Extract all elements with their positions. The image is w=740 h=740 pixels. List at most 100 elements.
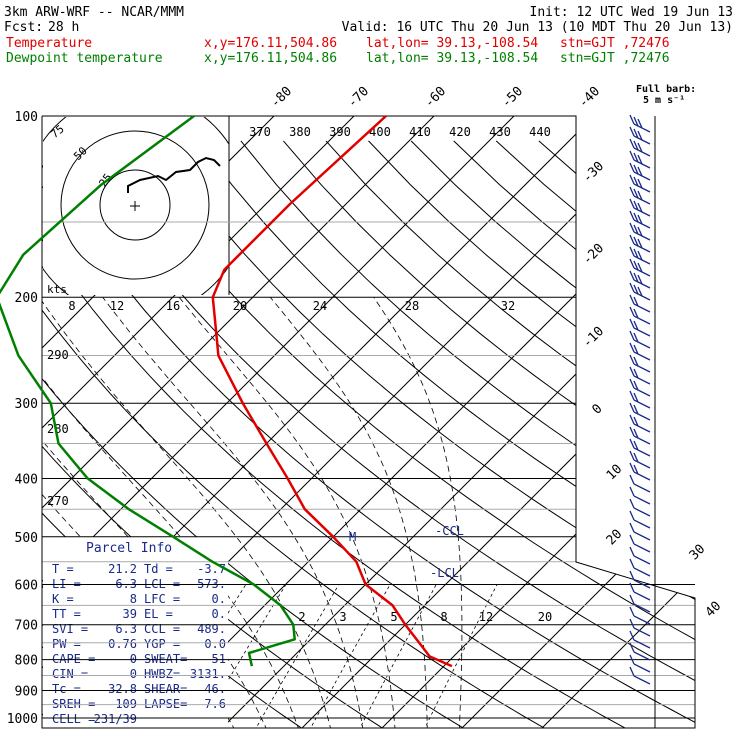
isotherm-right-label: -20 [580,241,607,268]
dew-latlon: lat,lon= 39.13,-108.54 [366,51,538,66]
parcel-info-cell: LFC = [144,592,180,606]
isotherm-line [218,116,695,728]
profile-annotation: -LCL [430,566,459,580]
wind-barb-flag [633,464,639,475]
moist-adiabat-line [269,296,428,728]
wind-barb-flag [629,366,635,377]
wind-barb-staff [633,363,651,373]
parcel-info-cell: 7.6 [204,697,226,711]
dry-adiabat-line [70,140,695,728]
dry-adiabat-line [42,140,631,728]
parcel-info-cell: 0. [212,592,226,606]
mixing-ratio-bottom-label: 8 [440,610,447,624]
wind-barb-flag [629,426,635,437]
valid-time: Valid: 16 UTC Thu 20 Jun 13 (10 MDT Thu … [342,20,733,35]
wind-barb-staff [633,639,651,649]
wind-barb-flag [637,130,643,141]
theta-e-label: 410 [409,125,431,139]
wind-barb-staff [633,603,651,613]
wind-barb-flag [633,140,639,151]
pressure-label: 900 [15,684,38,699]
diagram-frame [41,115,696,729]
parcel-info-cell: 231/39 [94,712,137,726]
parcel-info-cell: T = [52,562,74,576]
wind-barb-flag [629,486,635,497]
wind-barb-staff [633,663,651,673]
parcel-info-cell: EL = [144,607,173,621]
wind-barb-flag [629,462,635,473]
wind-barb-staff [633,327,651,337]
mixing-ratio-top-label: 20 [233,299,247,313]
parcel-info-cell: SWEAT= [144,652,187,666]
wind-barb-flag [629,510,635,521]
hodograph: 25 50 75 kts [43,116,230,296]
isotherm-top-label: -50 [499,84,526,111]
wind-barb-flag [633,380,639,391]
mixing-ratio-top-label: 28 [405,299,419,313]
wind-barb-flag [637,178,643,189]
temperature-profile [211,115,453,668]
barb-legend-line2: 5 m s⁻¹ [643,95,685,106]
wind-barb-flag [633,116,639,127]
dry-adiabat-label: 290 [47,348,69,362]
wind-barb-flag [629,258,635,269]
wind-barb-flag [633,188,639,199]
wind-barb-flag [629,546,635,557]
parcel-info-cell: 0.0 [204,637,226,651]
wind-barb-flag [633,176,639,187]
dry-adiabat-line [197,140,695,728]
parcel-info-cell: 21.2 [108,562,137,576]
wind-barb-flag [629,414,635,425]
wind-barb-flag [633,200,639,211]
mixing-ratio-top-label: 8 [68,299,75,313]
dry-adiabat-line [283,140,695,728]
wind-barb-flag [629,594,635,605]
parcel-info-cell: Td = [144,562,173,576]
mixing-ratio-line [254,584,340,728]
wind-barb-flag [637,250,643,261]
isotherm-right-label: -10 [580,324,607,351]
wind-barb-staff [633,519,651,529]
wind-barb-staff [633,591,651,601]
wind-barb-flag [633,332,639,343]
wind-barb-flag [629,174,635,185]
dew-stn: stn=GJT ,72476 [560,51,670,66]
wind-barb-flag [629,402,635,413]
wind-barb-staff [633,339,651,349]
wind-barb-flag [629,390,635,401]
isotherm-top-label: -80 [268,84,295,111]
wind-barb-staff [633,447,651,457]
theta-e-label: 440 [529,125,551,139]
parcel-info-cell: CCL = [144,622,180,636]
pressure-label: 700 [15,619,38,634]
mixing-ratio-bottom-label: 5 [390,610,397,624]
wind-barb-staff [633,459,651,469]
wind-barb-flag [629,666,635,677]
wind-barb-flag [629,114,635,125]
wind-barb-flag [629,570,635,581]
wind-barb-flag [629,306,635,317]
mixing-ratio-bottom-label: 2 [298,610,305,624]
parcel-info-cell: 489. [197,622,226,636]
parcel-info-cell: CIN = [52,667,88,681]
parcel-info-cell: CELL = [52,712,95,726]
pressure-label: 100 [15,110,38,125]
pressure-label: 400 [15,472,38,487]
dew-legend: Dewpoint temperature [6,51,163,66]
pressure-label: 200 [15,291,38,306]
skewt-axes [41,115,696,729]
wind-barb-staff [633,495,651,505]
parcel-info-cell: YGP = [144,637,180,651]
wind-barb-flag [629,522,635,533]
parcel-info-cell: PW = [52,637,81,651]
wind-barb-flag [637,166,643,177]
parcel-info-panel: Parcel Info T = 21.2 Td = -3.7LI = 6.3 LCL = 5… [43,537,228,728]
wind-barb-flag [633,284,639,295]
wind-barb-flag [629,294,635,305]
theta-e-label: 390 [329,125,351,139]
hodo-kts-label: kts [47,283,67,296]
isotherm-right-label: 40 [703,599,725,621]
mixing-ratio-bottom-label: 12 [479,610,493,624]
pressure-label: 1000 [7,712,38,727]
